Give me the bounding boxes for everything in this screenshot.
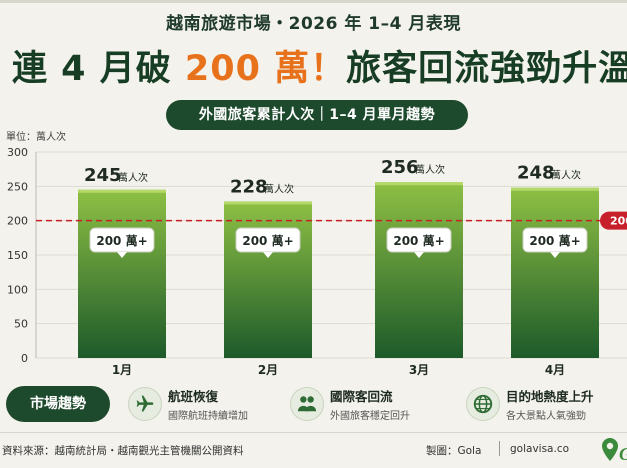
bar-value-label: 256: [381, 157, 419, 178]
badge-pointer: [550, 252, 560, 258]
trend-item-visitors: 國際客回流 外國旅客穩定回升: [290, 386, 410, 422]
bar-value-unit: 萬人次: [551, 169, 581, 182]
y-tick-label: 0: [21, 352, 28, 365]
headline-post: 旅客回流強勁升溫: [346, 49, 627, 89]
reference-tag: [600, 211, 627, 230]
bar-highlight: [78, 189, 166, 193]
headline: 連 4 月破 200 萬！旅客回流強勁升溫: [12, 40, 627, 91]
people-icon: [290, 387, 324, 421]
bar: [224, 201, 312, 358]
y-tick-label: 200: [7, 215, 28, 228]
reference-tag-label: 200: [610, 215, 627, 228]
badge-pointer: [117, 252, 127, 258]
trend-item-destinations: 目的地熱度上升 各大景點人氣強勁: [466, 386, 594, 422]
headline-highlight: 200 萬！: [184, 49, 347, 89]
bar-value-unit: 萬人次: [118, 171, 148, 184]
x-category-label: 2月: [258, 363, 278, 377]
trend-desc: 外國旅客穩定回升: [330, 411, 410, 422]
bar-highlight: [375, 182, 463, 186]
market-trends: 市場趨勢 航班恢復 國際航班持續增加 國際客回流 外國旅客穩定回升 目的地熱度上…: [0, 378, 627, 430]
x-category-label: 3月: [409, 363, 429, 377]
threshold-badge-text: 200 萬+: [529, 233, 580, 248]
y-tick-label: 50: [14, 318, 28, 331]
footer-separator: [499, 441, 500, 456]
chart-title-pill: 外國旅客累計人次｜1–4 月單月趨勢: [166, 100, 468, 130]
header-subtitle: 越南旅遊市場・2026 年 1–4 月表現: [166, 14, 461, 34]
threshold-badge-text: 200 萬+: [96, 233, 147, 248]
bar-value-label: 228: [230, 176, 268, 197]
x-category-label: 4月: [545, 363, 565, 377]
bar-highlight: [511, 187, 599, 191]
y-tick-label: 100: [7, 283, 28, 296]
trend-name: 目的地熱度上升: [506, 389, 594, 404]
y-tick-label: 300: [7, 146, 28, 159]
globe-icon: [466, 387, 500, 421]
y-tick-label: 250: [7, 180, 28, 193]
footer-source: 資料來源：越南統計局・越南觀光主管機關公開資料: [2, 445, 244, 457]
bar-value-unit: 萬人次: [264, 182, 294, 195]
unit-label: 單位：萬人次: [6, 132, 66, 143]
bar-value-label: 248: [517, 163, 555, 184]
footer-site-link[interactable]: golavisa.co: [510, 443, 570, 455]
bar: [78, 189, 166, 358]
threshold-badge-text: 200 萬+: [242, 233, 293, 248]
top-rule: [0, 0, 627, 3]
trend-name: 國際客回流: [330, 389, 393, 404]
footer-divider: [0, 432, 627, 433]
bar: [511, 187, 599, 358]
headline-pre: 連 4 月破: [12, 49, 185, 89]
threshold-badge-text: 200 萬+: [393, 233, 444, 248]
footer-credit: 製圖：Gola: [426, 445, 482, 457]
bar-value-unit: 萬人次: [415, 163, 445, 176]
trend-desc: 國際航班持續增加: [168, 411, 248, 422]
badge-pointer: [263, 252, 273, 258]
bar-value-label: 245: [84, 165, 122, 186]
airplane-icon: [128, 387, 162, 421]
trend-item-flights: 航班恢復 國際航班持續增加: [128, 386, 248, 422]
brand-letter: G: [619, 444, 627, 464]
bar: [375, 182, 463, 358]
y-tick-label: 150: [7, 249, 28, 262]
trends-title: 市場趨勢: [6, 386, 110, 422]
brand-logo: G: [597, 436, 627, 464]
badge-pointer: [414, 252, 424, 258]
bar-highlight: [224, 201, 312, 205]
trend-desc: 各大景點人氣強勁: [506, 411, 586, 422]
trend-name: 航班恢復: [168, 389, 219, 404]
x-category-label: 1月: [112, 363, 132, 377]
